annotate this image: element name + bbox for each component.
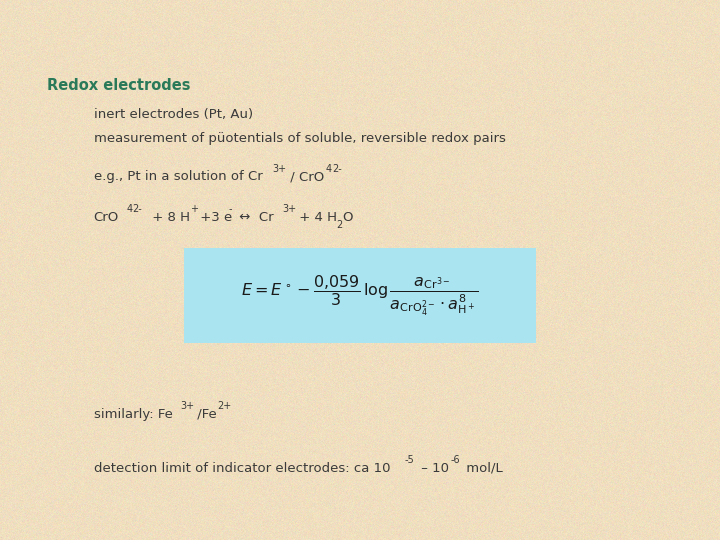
Text: + 8 H: + 8 H (148, 211, 190, 224)
Text: 2-: 2- (332, 164, 342, 174)
Text: Redox electrodes: Redox electrodes (47, 78, 190, 93)
Text: O: O (343, 211, 354, 224)
Text: ↔  Cr: ↔ Cr (235, 211, 274, 224)
Text: / CrO: / CrO (286, 170, 324, 183)
Text: 2+: 2+ (217, 401, 232, 411)
Text: e.g., Pt in a solution of Cr: e.g., Pt in a solution of Cr (94, 170, 262, 183)
Text: measurement of püotentials of soluble, reversible redox pairs: measurement of püotentials of soluble, r… (94, 132, 505, 145)
Text: /Fe: /Fe (193, 408, 217, 421)
Text: +: + (190, 204, 198, 214)
Text: 3+: 3+ (180, 401, 194, 411)
FancyBboxPatch shape (184, 248, 536, 343)
Text: -5: -5 (405, 455, 415, 465)
Text: mol/L: mol/L (462, 462, 503, 475)
Text: similarly: Fe: similarly: Fe (94, 408, 173, 421)
Text: 4: 4 (127, 204, 133, 214)
Text: -6: -6 (451, 455, 460, 465)
Text: – 10: – 10 (417, 462, 449, 475)
Text: 3+: 3+ (282, 204, 297, 214)
Text: inert electrodes (Pt, Au): inert electrodes (Pt, Au) (94, 108, 253, 121)
Text: 3+: 3+ (272, 164, 287, 174)
Text: 2-: 2- (132, 204, 143, 214)
Text: 2: 2 (336, 220, 343, 231)
Text: $E = E^\circ - \dfrac{0{,}059}{3}\,\mathrm{log}\,\dfrac{a_{\mathrm{Cr}^{3-}}}{a_: $E = E^\circ - \dfrac{0{,}059}{3}\,\math… (241, 274, 479, 318)
Text: detection limit of indicator electrodes: ca 10: detection limit of indicator electrodes:… (94, 462, 390, 475)
Text: -: - (229, 204, 233, 214)
Text: CrO: CrO (94, 211, 119, 224)
Text: +3 e: +3 e (196, 211, 232, 224)
Text: + 4 H: + 4 H (295, 211, 337, 224)
Text: 4: 4 (325, 164, 332, 174)
